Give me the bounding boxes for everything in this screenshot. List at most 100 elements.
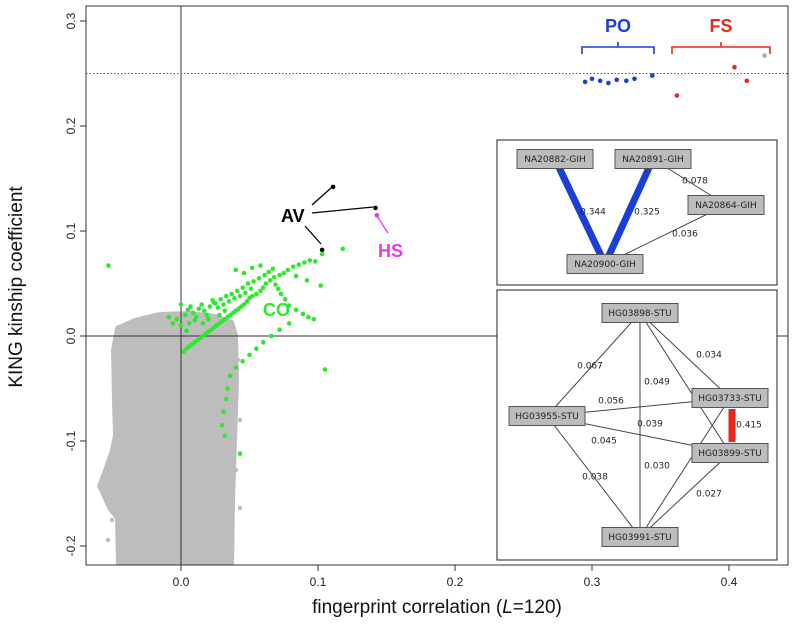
- data-point-co: [254, 346, 259, 351]
- po-label: PO: [605, 16, 631, 36]
- network-edge: [601, 157, 657, 266]
- network-node-label: HG03898-STU: [608, 309, 671, 319]
- data-point-co: [270, 266, 276, 272]
- data-point-co: [185, 307, 191, 313]
- data-point-co: [181, 349, 186, 355]
- data-point-co: [271, 274, 277, 280]
- data-point-co: [233, 365, 239, 370]
- data-point-co: [247, 352, 252, 358]
- network-node-label: HG03991-STU: [608, 533, 671, 543]
- data-point-co: [241, 270, 247, 276]
- edge-label: 0.038: [582, 473, 608, 483]
- edge-label: 0.027: [696, 490, 722, 500]
- data-point-po: [650, 73, 655, 78]
- data-point-co: [296, 262, 302, 267]
- data-point-co: [260, 340, 266, 345]
- data-point-co: [313, 259, 318, 264]
- data-point-co: [174, 316, 180, 322]
- edge-label: 0.030: [644, 462, 670, 472]
- network-node: [601, 527, 679, 547]
- background-pair-point: [97, 485, 103, 491]
- plot-frame: [85, 5, 789, 566]
- av-leader-line: [311, 206, 374, 214]
- data-point-co: [184, 328, 189, 334]
- data-point-co: [196, 306, 202, 312]
- data-point-co: [244, 299, 250, 304]
- background-pair-point: [235, 357, 241, 363]
- data-point-co: [222, 308, 228, 314]
- x-axis-title: fingerprint correlation (L=120): [312, 597, 562, 618]
- edge-label: 0.049: [644, 378, 670, 388]
- x-tick-label: 0.1: [310, 575, 327, 589]
- network-node: [516, 149, 594, 169]
- po-bracket: [581, 42, 655, 54]
- data-point-co: [188, 304, 193, 309]
- data-point-co: [226, 299, 232, 304]
- data-point-co: [202, 308, 207, 314]
- data-point-co: [273, 282, 278, 287]
- data-point-po: [582, 79, 588, 85]
- data-point-co: [240, 358, 245, 364]
- data-point-po: [589, 76, 595, 82]
- data-point-co: [217, 312, 222, 318]
- background-pair-point: [105, 537, 111, 543]
- data-point-po: [632, 76, 637, 82]
- data-point-fs: [674, 93, 680, 98]
- x-axis-title-variable: L: [502, 597, 513, 618]
- data-point-co: [200, 321, 206, 326]
- network-node: [601, 303, 679, 323]
- data-point-co: [282, 297, 288, 302]
- edge-label: 0.039: [637, 420, 663, 430]
- data-point-co: [304, 278, 310, 283]
- data-point-co: [221, 409, 226, 414]
- data-point-co: [234, 288, 240, 294]
- network-node-label: NA20882-GIH: [524, 155, 586, 165]
- edge-label: 0.036: [672, 230, 698, 240]
- av-label: AV: [281, 206, 305, 226]
- background-pair-point: [107, 459, 113, 465]
- hs-label: HS: [378, 241, 403, 261]
- y-tick-label: 0.1: [64, 222, 78, 239]
- data-point-av: [319, 247, 325, 253]
- data-point-co: [207, 304, 213, 309]
- network-edge: [639, 312, 731, 399]
- data-point-co: [262, 272, 267, 278]
- data-point-co: [263, 281, 269, 286]
- data-point-co: [247, 295, 252, 301]
- data-point-co: [281, 270, 287, 276]
- data-point-co: [249, 265, 255, 271]
- data-point-co: [106, 263, 111, 268]
- network-edge: [639, 312, 731, 454]
- background-pair-point: [103, 497, 109, 503]
- data-point-co: [215, 305, 221, 310]
- data-point-co: [286, 303, 292, 308]
- data-point-co: [254, 291, 259, 297]
- data-point-co: [278, 291, 284, 297]
- data-point-co: [237, 293, 243, 299]
- edge-label: 0.034: [696, 351, 722, 361]
- data-point-co: [245, 281, 251, 286]
- data-point-co: [251, 279, 256, 284]
- inset-network-1: 0.344 0.325 0.078 0.036 NA20882-GIH NA20891-G…: [496, 139, 778, 286]
- data-point-co: [232, 295, 237, 301]
- data-point-co: [199, 302, 204, 307]
- plot-area: [86, 6, 788, 565]
- edge-label: 0.325: [634, 208, 660, 218]
- data-point-po: [624, 78, 629, 84]
- data-point-co: [223, 396, 229, 402]
- data-point-co: [269, 333, 274, 339]
- background-pair-tail: [97, 430, 117, 520]
- data-point-co: [311, 316, 317, 322]
- data-point-co: [182, 312, 188, 318]
- data-point-co: [266, 269, 272, 275]
- data-point-co: [170, 321, 176, 326]
- network-node-label: HG03733-STU: [698, 394, 761, 404]
- data-point-co: [302, 260, 307, 265]
- y-axis-title: KING kinship coefficient: [6, 186, 27, 388]
- y-tick-label: -0.1: [64, 430, 78, 451]
- data-point-co: [178, 323, 184, 328]
- data-point-co: [307, 258, 313, 263]
- av-leader-line: [304, 225, 322, 245]
- x-tick-label: 0.3: [584, 575, 601, 589]
- x-axis-title-suffix: =120): [513, 597, 562, 618]
